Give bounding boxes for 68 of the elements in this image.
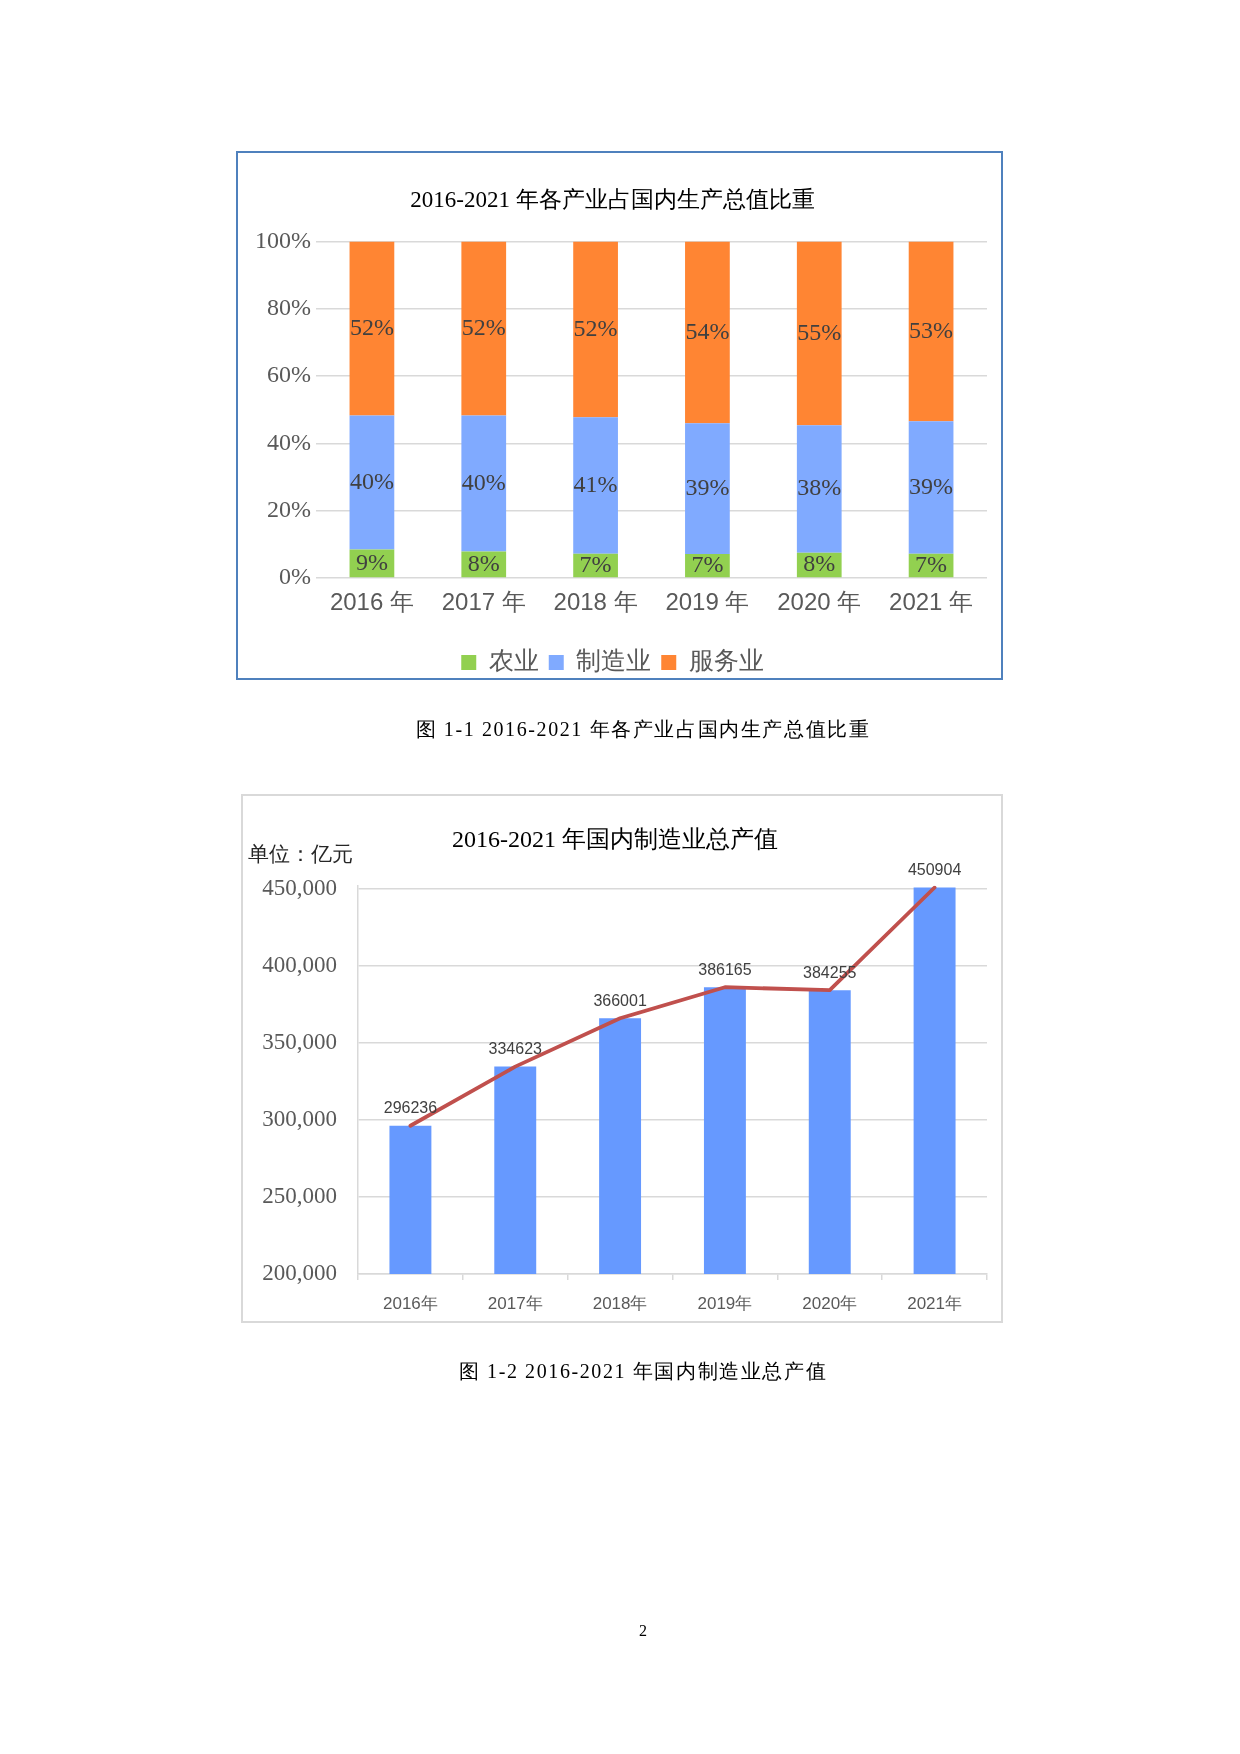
- data-label: 40%: [349, 467, 394, 494]
- bar: [349, 415, 395, 550]
- y-tick-label: 60%: [267, 361, 311, 388]
- y-tick-label: 200,000: [262, 1260, 337, 1286]
- legend-label: 制造业: [576, 646, 652, 675]
- data-label: 54%: [685, 317, 730, 344]
- data-label: 7%: [691, 550, 724, 577]
- data-label: 296236: [383, 1099, 438, 1117]
- bar: [573, 417, 618, 554]
- x-tick-label: 2020年: [802, 1293, 858, 1313]
- bar: [796, 425, 842, 553]
- y-tick-label: 400,000: [262, 951, 337, 977]
- bar: [573, 241, 618, 418]
- y-tick-label: 100%: [255, 226, 311, 253]
- x-tick-label: 2019年: [697, 1293, 753, 1313]
- caption: 图 1-2 2016-2021 年国内制造业总产值: [458, 1359, 828, 1384]
- x-tick-label: 2021年: [907, 1293, 962, 1313]
- y-tick-label: 300,000: [262, 1106, 337, 1131]
- y-tick-label: 450,000: [262, 874, 337, 900]
- data-label: 52%: [349, 313, 394, 340]
- bar: [908, 241, 954, 422]
- x-tick-label: 2016 年: [329, 588, 414, 616]
- data-label: 41%: [573, 470, 618, 497]
- bar: [908, 421, 954, 554]
- x-tick-label: 2018年: [592, 1293, 648, 1313]
- bar: [685, 423, 730, 555]
- data-label: 52%: [573, 314, 618, 341]
- data-label: 38%: [797, 474, 842, 501]
- data-label: 8%: [467, 549, 500, 576]
- data-label: 40%: [461, 468, 506, 495]
- data-label: 9%: [355, 548, 388, 575]
- y-tick-label: 40%: [267, 428, 311, 455]
- text: 2: [639, 1621, 647, 1641]
- bar: [685, 241, 730, 424]
- bar: [461, 241, 507, 416]
- data-label: 386165: [698, 960, 752, 978]
- data-label: 366001: [593, 991, 647, 1009]
- x-tick-label: 2018 年: [553, 588, 638, 616]
- data-label: 7%: [915, 550, 948, 577]
- data-label: 53%: [909, 316, 954, 343]
- x-tick-label: 2017年: [487, 1293, 543, 1313]
- data-label: 52%: [461, 313, 506, 340]
- caption: 图 1-1 2016-2021 年各产业占国内生产总值比重: [415, 717, 871, 742]
- y-tick-label: 20%: [267, 496, 311, 523]
- data-label: 334623: [488, 1040, 543, 1058]
- y-axis-title: 单位：亿元: [248, 841, 353, 867]
- bar: [796, 241, 842, 426]
- x-tick-label: 2019 年: [665, 588, 750, 616]
- y-tick-label: 0%: [279, 563, 311, 590]
- x-tick-label: 2016年: [383, 1293, 438, 1313]
- data-label: 8%: [803, 550, 836, 577]
- data-label: 39%: [909, 472, 954, 499]
- bar: [461, 415, 507, 552]
- y-tick-label: 350,000: [262, 1028, 337, 1054]
- x-tick-label: 2017 年: [441, 588, 526, 616]
- data-label: 7%: [579, 550, 612, 577]
- data-label: 39%: [685, 473, 730, 500]
- data-label: 55%: [797, 318, 842, 345]
- y-tick-label: 250,000: [262, 1183, 337, 1209]
- bar: [349, 241, 395, 416]
- chart-title: 2016-2021 年国内制造业总产值: [452, 825, 778, 852]
- legend-label: 服务业: [688, 646, 764, 675]
- x-tick-label: 2021 年: [889, 588, 974, 616]
- y-tick-label: 80%: [267, 294, 311, 321]
- legend-label: 农业: [488, 646, 539, 675]
- data-label: 450904: [907, 860, 962, 878]
- x-tick-label: 2020 年: [777, 588, 862, 616]
- chart-title: 2016-2021 年各产业占国内生产总值比重: [410, 186, 815, 212]
